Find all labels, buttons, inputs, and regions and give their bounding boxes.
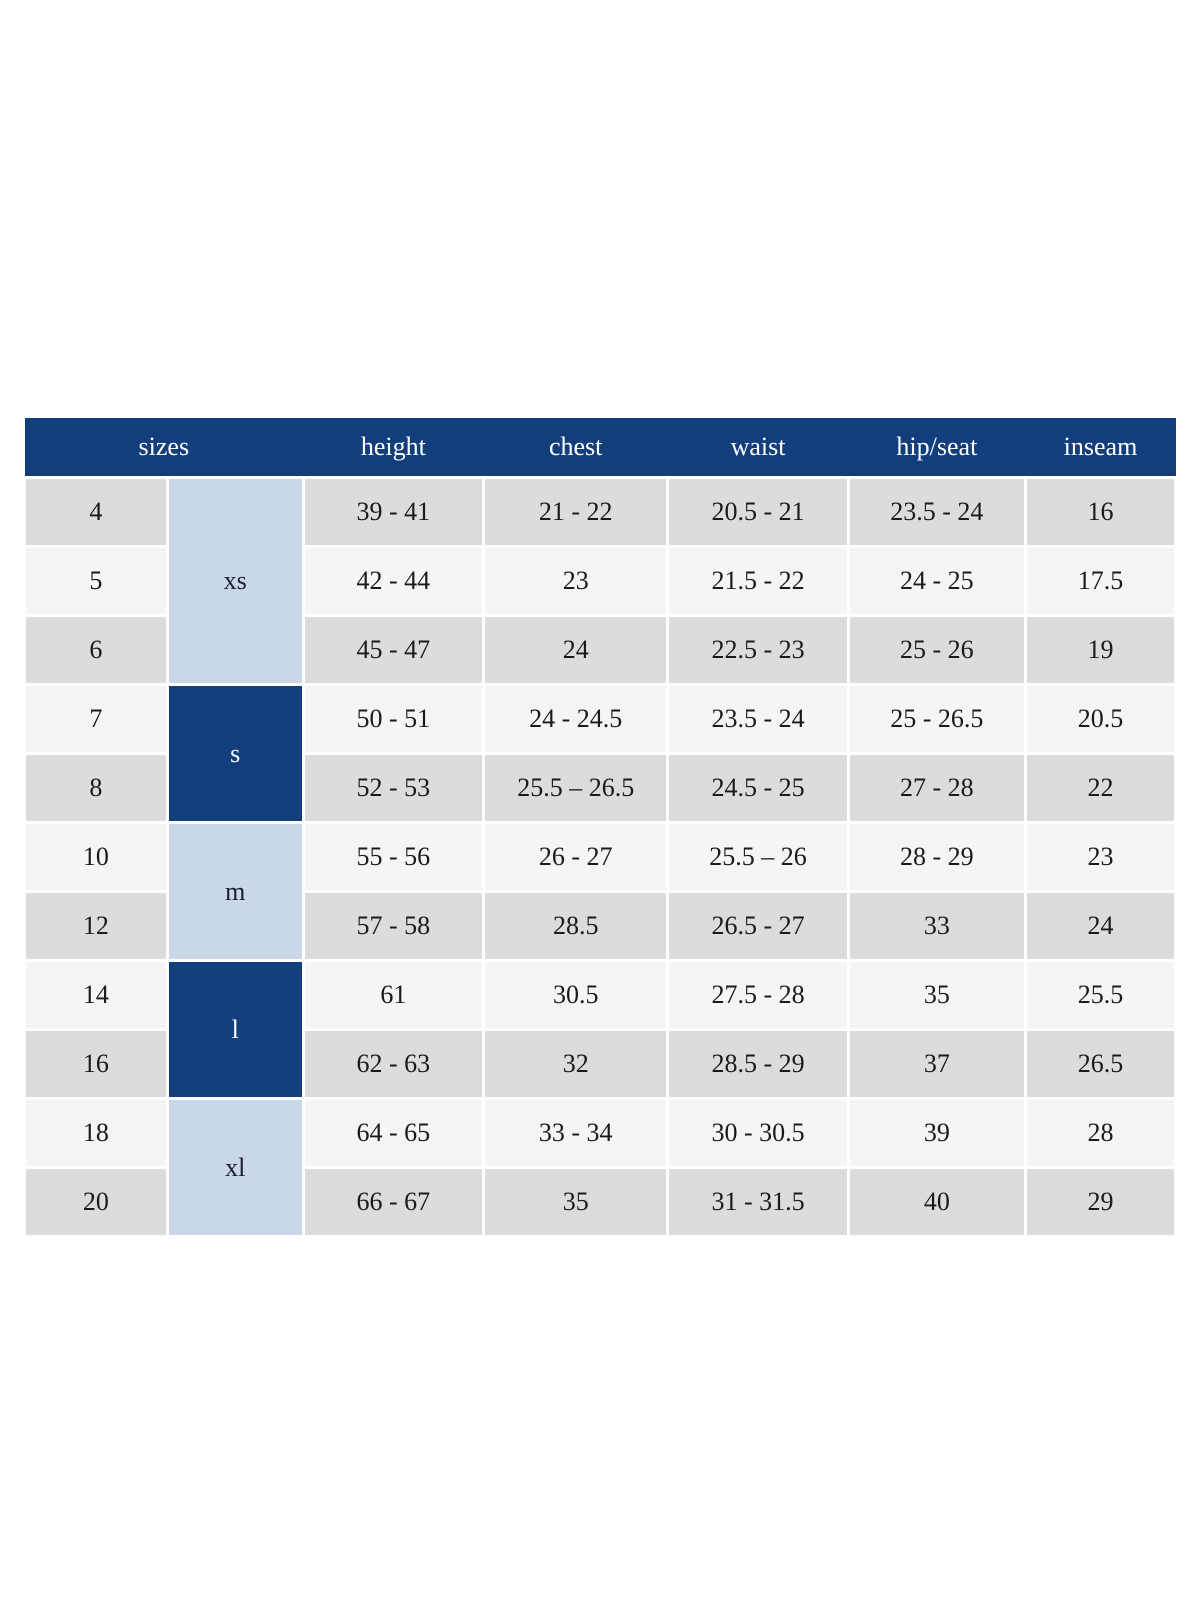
cell-hip-seat: 37	[846, 1028, 1027, 1100]
cell-height: 62 - 63	[301, 1028, 486, 1100]
cell-height: 50 - 51	[301, 683, 486, 755]
size-chart-container: sizes height chest waist hip/seat inseam…	[23, 418, 1178, 1238]
cell-hip-seat: 25 - 26.5	[846, 683, 1027, 755]
cell-height: 45 - 47	[301, 614, 486, 686]
table-row: 20 66 - 67 35 31 - 31.5 40 29	[23, 1166, 1178, 1238]
header-height: height	[303, 418, 484, 479]
cell-waist: 30 - 30.5	[666, 1097, 850, 1169]
table-row: 8 52 - 53 25.5 – 26.5 24.5 - 25 27 - 28 22	[23, 752, 1178, 824]
cell-inseam: 20.5	[1023, 683, 1178, 755]
header-chest: chest	[483, 418, 668, 479]
cell-hip-seat: 27 - 28	[846, 752, 1027, 824]
cell-waist: 22.5 - 23	[666, 614, 850, 686]
cell-inseam: 24	[1023, 890, 1178, 962]
cell-hip-seat: 33	[846, 890, 1027, 962]
cell-size: 20	[23, 1166, 169, 1238]
cell-chest: 28.5	[481, 890, 670, 962]
cell-inseam: 29	[1023, 1166, 1178, 1238]
cell-size: 12	[23, 890, 169, 962]
cell-chest: 35	[481, 1166, 670, 1238]
cell-size-group: xl	[165, 1097, 305, 1238]
cell-size-group: m	[165, 821, 305, 962]
table-row: 10 m 55 - 56 26 - 27 25.5 – 26 28 - 29 23	[23, 821, 1178, 962]
cell-chest: 24 - 24.5	[481, 683, 670, 755]
header-inseam: inseam	[1025, 418, 1176, 479]
cell-inseam: 25.5	[1023, 959, 1178, 1031]
cell-size: 10	[23, 821, 169, 893]
cell-height: 42 - 44	[301, 545, 486, 617]
cell-hip-seat: 23.5 - 24	[846, 476, 1027, 548]
cell-height: 55 - 56	[301, 821, 486, 893]
cell-chest: 32	[481, 1028, 670, 1100]
size-chart-table: sizes height chest waist hip/seat inseam…	[23, 418, 1178, 1238]
cell-height: 39 - 41	[301, 476, 486, 548]
table-row: 12 57 - 58 28.5 26.5 - 27 33 24	[23, 890, 1178, 962]
table-row: 4 xs 39 - 41 21 - 22 20.5 - 21 23.5 - 24 16	[23, 476, 1178, 686]
table-body: 4 xs 39 - 41 21 - 22 20.5 - 21 23.5 - 24 16 5 42…	[23, 476, 1178, 1238]
header-waist: waist	[667, 418, 849, 479]
header-hip-seat: hip/seat	[848, 418, 1026, 479]
cell-height: 57 - 58	[301, 890, 486, 962]
cell-inseam: 16	[1023, 476, 1178, 548]
cell-inseam: 22	[1023, 752, 1178, 824]
cell-hip-seat: 25 - 26	[846, 614, 1027, 686]
table-row: 7 s 50 - 51 24 - 24.5 23.5 - 24 25 - 26.5 20.5	[23, 683, 1178, 824]
cell-hip-seat: 24 - 25	[846, 545, 1027, 617]
table-row: 6 45 - 47 24 22.5 - 23 25 - 26 19	[23, 614, 1178, 686]
cell-chest: 33 - 34	[481, 1097, 670, 1169]
table-header: sizes height chest waist hip/seat inseam	[24, 418, 1176, 479]
cell-size: 7	[23, 683, 169, 755]
cell-waist: 26.5 - 27	[666, 890, 850, 962]
cell-waist: 28.5 - 29	[666, 1028, 850, 1100]
cell-waist: 20.5 - 21	[666, 476, 850, 548]
cell-height: 64 - 65	[301, 1097, 486, 1169]
cell-chest: 25.5 – 26.5	[481, 752, 670, 824]
cell-inseam: 19	[1023, 614, 1178, 686]
cell-size-group: xs	[165, 476, 305, 686]
cell-size: 18	[23, 1097, 169, 1169]
cell-inseam: 17.5	[1023, 545, 1178, 617]
cell-size: 4	[23, 476, 169, 548]
cell-size-group: l	[165, 959, 305, 1100]
table-row: 14 l 61 30.5 27.5 - 28 35 25.5	[23, 959, 1178, 1100]
cell-waist: 24.5 - 25	[666, 752, 850, 824]
cell-size: 8	[23, 752, 169, 824]
cell-size-group: s	[165, 683, 305, 824]
cell-waist: 25.5 – 26	[666, 821, 850, 893]
table-row: 16 62 - 63 32 28.5 - 29 37 26.5	[23, 1028, 1178, 1100]
cell-height: 61	[301, 959, 486, 1031]
cell-inseam: 26.5	[1023, 1028, 1178, 1100]
cell-chest: 21 - 22	[481, 476, 670, 548]
cell-hip-seat: 28 - 29	[846, 821, 1027, 893]
cell-hip-seat: 40	[846, 1166, 1027, 1238]
cell-waist: 31 - 31.5	[666, 1166, 850, 1238]
cell-hip-seat: 35	[846, 959, 1027, 1031]
cell-chest: 30.5	[481, 959, 670, 1031]
cell-waist: 21.5 - 22	[666, 545, 850, 617]
cell-inseam: 28	[1023, 1097, 1178, 1169]
cell-size: 6	[23, 614, 169, 686]
cell-chest: 24	[481, 614, 670, 686]
cell-size: 14	[23, 959, 169, 1031]
cell-chest: 23	[481, 545, 670, 617]
table-row: 5 42 - 44 23 21.5 - 22 24 - 25 17.5	[23, 545, 1178, 617]
cell-size: 5	[23, 545, 169, 617]
header-sizes: sizes	[24, 418, 304, 479]
cell-inseam: 23	[1023, 821, 1178, 893]
cell-hip-seat: 39	[846, 1097, 1027, 1169]
table-row: 18 xl 64 - 65 33 - 34 30 - 30.5 39 28	[23, 1097, 1178, 1238]
cell-height: 52 - 53	[301, 752, 486, 824]
cell-chest: 26 - 27	[481, 821, 670, 893]
cell-size: 16	[23, 1028, 169, 1100]
header-row: sizes height chest waist hip/seat inseam	[24, 418, 1176, 479]
cell-waist: 27.5 - 28	[666, 959, 850, 1031]
cell-waist: 23.5 - 24	[666, 683, 850, 755]
cell-height: 66 - 67	[301, 1166, 486, 1238]
